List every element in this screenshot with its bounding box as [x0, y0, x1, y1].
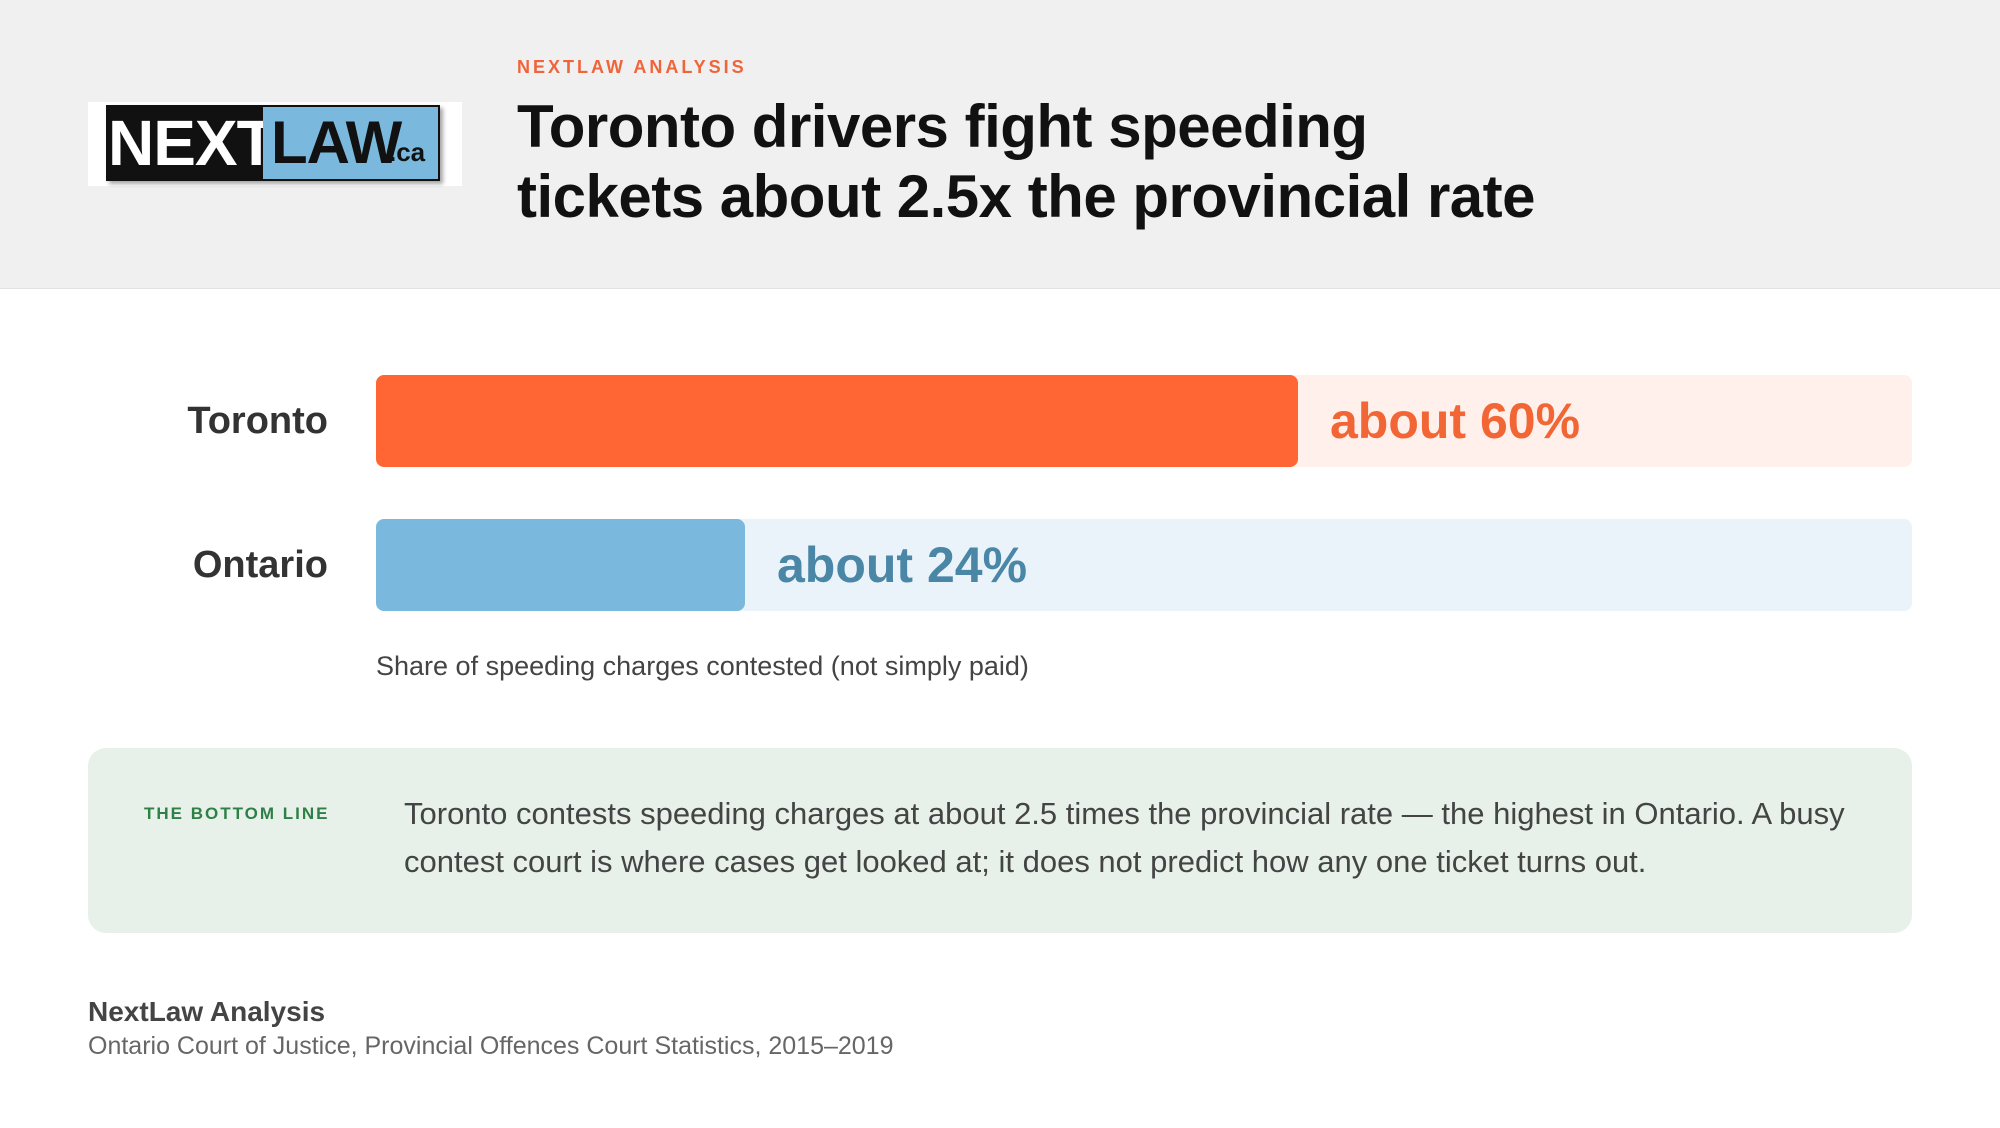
bottom-line-label: THE BOTTOM LINE: [144, 804, 330, 823]
nextlaw-logo: NEXT LAW .ca: [88, 102, 462, 186]
logo-law-panel: LAW .ca: [263, 107, 438, 179]
header: NEXT LAW .ca NEXTLAW ANALYSIS Toronto dr…: [0, 0, 2000, 289]
category-label-ontario: Ontario: [192, 544, 328, 586]
kicker: NEXTLAW ANALYSIS: [517, 57, 747, 77]
source-title: NextLaw Analysis: [88, 996, 326, 1027]
value-label-ontario: about 24%: [777, 537, 1028, 593]
bottom-line-box: THE BOTTOM LINE Toronto contests speedin…: [88, 748, 1912, 933]
bar-ontario: [376, 519, 745, 611]
bar-toronto: [376, 375, 1298, 467]
bottom-line-text: Toronto contests speeding charges at abo…: [404, 796, 1845, 879]
value-label-toronto: about 60%: [1330, 393, 1581, 449]
category-label-toronto: Toronto: [187, 400, 328, 442]
title-line-1: Toronto drivers fight speeding: [517, 93, 1368, 160]
logo-text-next: NEXT: [108, 107, 276, 179]
logo-badge: NEXT LAW .ca: [106, 105, 440, 181]
axis-caption: Share of speeding charges contested (not…: [376, 651, 1029, 681]
page-title: Toronto drivers fight speeding tickets a…: [517, 92, 1617, 232]
title-line-2: tickets about 2.5x the provincial rate: [517, 163, 1536, 230]
bar-chart: Toronto about 60% Ontario about 24% Shar…: [0, 330, 2000, 690]
logo-text-law: LAW: [271, 109, 402, 176]
logo-text-ca: .ca: [389, 137, 426, 167]
source-text: Ontario Court of Justice, Provincial Off…: [88, 1032, 894, 1060]
